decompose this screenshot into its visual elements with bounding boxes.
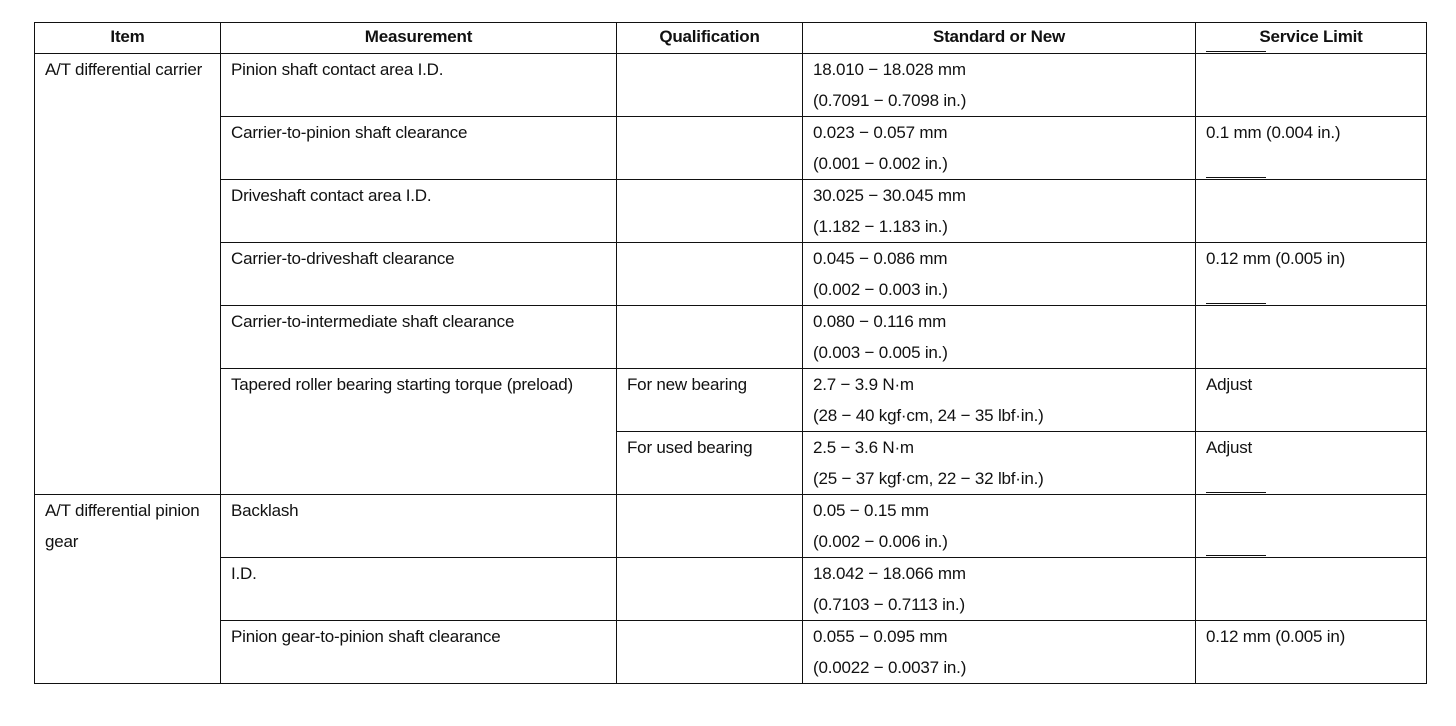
measurement-cell: Tapered roller bearing starting torque (… — [220, 368, 617, 495]
standard-value-line: 30.025 − 30.045 mm — [813, 186, 966, 205]
standard-value-line: (0.7091 − 0.7098 in.) — [813, 91, 967, 110]
qualification-cell — [616, 116, 803, 180]
standard-value-line: (1.182 − 1.183 in.) — [813, 217, 948, 236]
measurement-cell: Backlash — [220, 494, 617, 558]
service-limit-cell: 0.12 mm (0.005 in) — [1195, 620, 1427, 684]
table-row: Driveshaft contact area I.D. 30.025 − 30.… — [35, 176, 1427, 243]
qualification-cell — [616, 494, 803, 558]
qualification-cell — [616, 53, 803, 117]
no-limit-dash: —— — [1206, 176, 1266, 209]
measurement-cell: I.D. — [220, 557, 617, 621]
service-limit-cell: Adjust — [1195, 431, 1427, 495]
qualification-cell: For new bearing — [616, 368, 803, 432]
item-cell: A/T differential pinion gear — [34, 494, 221, 684]
standard-cell: 0.080 − 0.116 mm (0.003 − 0.005 in.) — [802, 305, 1196, 369]
standard-value-line: 0.05 − 0.15 mm — [813, 501, 929, 520]
standard-cell: 2.7 − 3.9 N·m (28 − 40 kgf·cm, 24 − 35 lb… — [802, 368, 1196, 432]
specifications-table: Item Measurement Qualification Standard … — [34, 22, 1427, 684]
standard-value-line: (0.0022 − 0.0037 in.) — [813, 658, 967, 677]
standard-cell: 0.05 − 0.15 mm (0.002 − 0.006 in.) — [802, 494, 1196, 558]
qualification-cell — [616, 242, 803, 306]
standard-value-line: (0.003 − 0.005 in.) — [813, 343, 948, 362]
service-limit-cell: Adjust — [1195, 368, 1427, 432]
table-row: A/T differential pinion gear Backlash 0.05… — [34, 491, 1427, 684]
service-limit-cell: 0.1 mm (0.004 in.) — [1195, 116, 1427, 180]
no-limit-dash: —— — [1206, 50, 1266, 83]
table-row: For used bearing 2.5 − 3.6 N·m (25 − 37 kg… — [35, 431, 1427, 495]
service-limit-value: 0.1 mm (0.004 in.) — [1206, 123, 1341, 142]
qualification-cell — [616, 620, 803, 684]
service-limit-cell: —— — [1195, 491, 1427, 558]
measurement-cell: Carrier-to-pinion shaft clearance — [220, 116, 617, 180]
standard-value-line: 18.042 − 18.066 mm — [813, 564, 966, 583]
service-limit-cell: —— — [1195, 176, 1427, 243]
qualification-cell — [616, 305, 803, 369]
standard-cell: 0.023 − 0.057 mm (0.001 − 0.002 in.) — [802, 116, 1196, 180]
table-row: A/T differential carrier Pinion shaft con… — [34, 50, 1427, 495]
item-cell: A/T differential carrier — [34, 53, 221, 495]
standard-value-line: (28 − 40 kgf·cm, 24 − 35 lbf·in.) — [813, 406, 1044, 425]
standard-value-line: (0.001 − 0.002 in.) — [813, 154, 948, 173]
table-row: I.D. 18.042 − 18.066 mm (0.7103 − 0.7113 i… — [35, 554, 1427, 621]
measurement-cell: Pinion shaft contact area I.D. — [220, 53, 617, 117]
service-limit-cell: —— — [1195, 302, 1427, 369]
standard-value-line: (25 − 37 kgf·cm, 22 − 32 lbf·in.) — [813, 469, 1044, 488]
no-limit-dash: —— — [1206, 302, 1266, 335]
service-limit-value: 0.12 mm (0.005 in) — [1206, 249, 1346, 268]
service-limit-value: Adjust — [1206, 438, 1253, 457]
standard-value-line: (0.002 − 0.003 in.) — [813, 280, 948, 299]
service-limit-cell: 0.12 mm (0.005 in) — [1195, 242, 1427, 306]
table-row: Carrier-to-driveshaft clearance 0.045 − 0… — [35, 242, 1427, 306]
table-row: Pinion gear-to-pinion shaft clearance 0.0… — [35, 620, 1427, 684]
standard-value-line: 0.055 − 0.095 mm — [813, 627, 948, 646]
measurement-cell: Carrier-to-driveshaft clearance — [220, 242, 617, 306]
standard-value-line: 0.045 − 0.086 mm — [813, 249, 948, 268]
standard-value-line: (0.7103 − 0.7113 in.) — [813, 595, 965, 614]
service-limit-cell: —— — [1195, 554, 1427, 621]
service-limit-value: 0.12 mm (0.005 in) — [1206, 627, 1346, 646]
header-measurement: Measurement — [220, 22, 617, 54]
standard-value-line: 2.7 − 3.9 N·m — [813, 375, 914, 394]
standard-cell: 18.042 − 18.066 mm (0.7103 − 0.7113 in.) — [802, 557, 1196, 621]
header-row: Item Measurement Qualification Standard … — [34, 22, 1427, 54]
no-limit-dash: —— — [1206, 491, 1266, 524]
standard-cell: 18.010 − 18.028 mm (0.7091 − 0.7098 in.) — [802, 53, 1196, 117]
standard-cell: 0.055 − 0.095 mm (0.0022 − 0.0037 in.) — [802, 620, 1196, 684]
header-service-limit: Service Limit — [1195, 22, 1427, 54]
standard-value-line: 18.010 − 18.028 mm — [813, 60, 966, 79]
standard-cell: 30.025 − 30.045 mm (1.182 − 1.183 in.) — [802, 179, 1196, 243]
table-row: Carrier-to-intermediate shaft clearance 0… — [35, 302, 1427, 369]
standard-value-line: 0.023 − 0.057 mm — [813, 123, 948, 142]
header-standard: Standard or New — [802, 22, 1196, 54]
service-limit-value: Adjust — [1206, 375, 1253, 394]
measurement-cell: Pinion gear-to-pinion shaft clearance — [220, 620, 617, 684]
table-row: Tapered roller bearing starting torque (… — [35, 368, 1427, 495]
no-limit-dash: —— — [1206, 554, 1266, 587]
header-qualification: Qualification — [616, 22, 803, 54]
standard-value-line: 2.5 − 3.6 N·m — [813, 438, 914, 457]
qualification-cell — [616, 557, 803, 621]
measurement-cell: Carrier-to-intermediate shaft clearance — [220, 305, 617, 369]
measurement-cell: Driveshaft contact area I.D. — [220, 179, 617, 243]
service-limit-cell: —— — [1195, 50, 1427, 117]
qualification-cell: For used bearing — [616, 431, 803, 495]
qualification-cell — [616, 179, 803, 243]
standard-value-line: (0.002 − 0.006 in.) — [813, 532, 948, 551]
header-item: Item — [34, 22, 221, 54]
standard-value-line: 0.080 − 0.116 mm — [813, 312, 947, 331]
table-row: Carrier-to-pinion shaft clearance 0.023 −… — [35, 116, 1427, 180]
standard-cell: 2.5 − 3.6 N·m (25 − 37 kgf·cm, 22 − 32 lb… — [802, 431, 1196, 495]
standard-cell: 0.045 − 0.086 mm (0.002 − 0.003 in.) — [802, 242, 1196, 306]
